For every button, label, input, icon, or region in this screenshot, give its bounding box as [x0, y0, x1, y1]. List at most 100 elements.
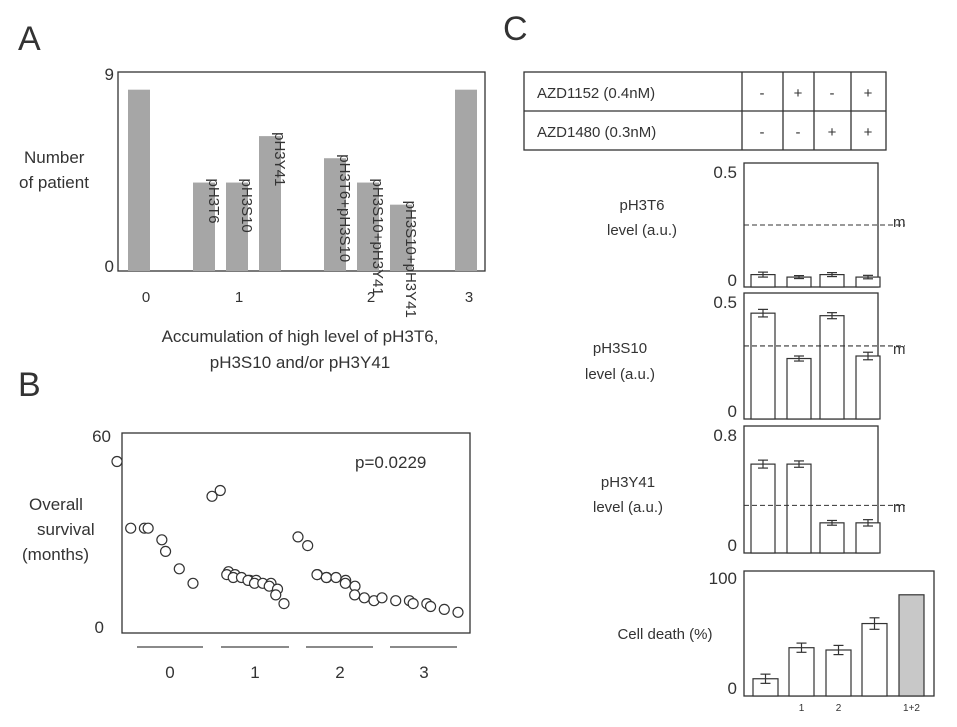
panel-b-ytick-bottom: 0: [95, 618, 104, 637]
table-row1-label: AZD1152 (0.4nM): [537, 85, 655, 102]
ph3s10-bar-0: [750, 312, 776, 420]
table-r2-c2: -: [796, 124, 801, 141]
table-r1-c1: -: [760, 85, 765, 102]
ph3t6-errorbar-1: [794, 274, 804, 280]
celldeath-xtick-2: 2: [836, 703, 842, 714]
ph3t6-errorbar-3: [863, 274, 873, 280]
ph3y41-bar-1: [786, 463, 812, 554]
table-r2-c4: +: [864, 124, 873, 141]
ph3y41-errorbar-1: [794, 460, 804, 468]
table-r1-c4: +: [864, 85, 873, 102]
celldeath-ytick-top: 100: [709, 569, 737, 588]
ph3s10-ylabel-line1: pH3S10: [593, 340, 647, 357]
ph3s10-errorbar-2: [827, 312, 837, 320]
panel-letter-a: A: [18, 20, 41, 58]
celldeath-bar-4: [898, 594, 925, 697]
panel-b-xtick-1: 1: [250, 663, 259, 682]
ph3t6-ylabel-line2: level (a.u.): [607, 222, 677, 239]
survival-point-1-0: [206, 490, 218, 502]
survival-point-1-15: [270, 589, 282, 601]
ph3s10-m-label: m: [893, 341, 906, 358]
survival-point-2-10: [349, 589, 361, 601]
survival-point-0-7: [187, 577, 199, 589]
panel-a-bar-7: [455, 89, 477, 271]
panel-a-bar-1: [193, 182, 215, 271]
celldeath-bar-2: [825, 649, 852, 697]
panel-a-xtick-2: 2: [367, 289, 375, 306]
ph3t6-ylabel-line1: pH3T6: [619, 197, 664, 214]
panel-letter-b: B: [18, 366, 41, 404]
survival-point-2-11: [358, 592, 370, 604]
celldeath-bar-3: [861, 622, 888, 697]
celldeath-ytick-bottom: 0: [728, 679, 737, 698]
celldeath-errorbar-2: [833, 644, 844, 656]
ph3s10-errorbar-1: [794, 355, 804, 362]
ph3s10-bar-1: [786, 357, 812, 420]
panel-a-xtick-3: 3: [465, 289, 473, 306]
ph3y41-ylabel-line1: pH3Y41: [601, 474, 655, 491]
survival-point-2-1: [302, 539, 314, 552]
ph3y41-ytick-bottom: 0: [728, 536, 737, 555]
ph3y41-ylabel-line2: level (a.u.): [593, 499, 663, 516]
panel-a-xtick-0: 0: [142, 289, 150, 306]
table-r2-c3: +: [828, 124, 837, 141]
ph3y41-bar-3: [855, 522, 881, 554]
ph3t6-ytick-top: 0.5: [713, 163, 737, 182]
survival-point-0-5: [159, 545, 172, 558]
ph3y41-m-label: m: [893, 499, 906, 516]
survival-point-3-7: [452, 606, 464, 618]
panel-a-bar-3: [259, 136, 281, 271]
ph3y41-errorbar-0: [758, 459, 768, 469]
survival-point-2-5: [320, 571, 332, 584]
ph3s10-bars: [744, 308, 905, 420]
ph3y41-errorbar-2: [827, 519, 837, 526]
panel-b-ylabel-line1: Overall: [29, 495, 83, 514]
ph3y41-errorbar-3: [863, 519, 873, 527]
panel-a-bar-label-1: pH3T6: [205, 179, 222, 224]
ph3s10-ytick-bottom: 0: [728, 402, 737, 421]
panel-b-ytick-top: 60: [92, 427, 111, 446]
celldeath-ylabel: Cell death (%): [617, 626, 712, 643]
panel-a-bar-6: [390, 204, 412, 271]
panel-c-ph3y41: pH3Y41 level (a.u.) 0.8 0 m: [593, 425, 906, 555]
survival-point-3-3: [407, 597, 419, 610]
ph3s10-ytick-top: 0.5: [713, 293, 737, 312]
ph3t6-errorbar-2: [827, 272, 837, 278]
panel-a-bar-0: [128, 89, 150, 271]
survival-point-0-3: [142, 522, 154, 534]
panel-a-bar-4: [324, 158, 346, 271]
table-row2-label: AZD1480 (0.3nM): [537, 124, 656, 141]
panel-a-ylabel-line2: of patient: [19, 173, 89, 192]
ph3t6-m-label: m: [893, 214, 906, 231]
celldeath-errorbar-0: [760, 673, 771, 684]
survival-point-2-0: [292, 531, 304, 543]
panel-a-bar-label-4: pH3T6+pH3S10: [336, 154, 353, 262]
panel-b-ylabel-line2: survival: [37, 520, 95, 539]
panel-a-bar-label-6: pH3S10+pH3Y41: [402, 201, 419, 318]
table-r1-c3: -: [830, 85, 835, 102]
survival-point-1-16: [278, 597, 290, 610]
panel-letter-c: C: [503, 10, 528, 48]
panel-c-celldeath: Cell death (%) 100 0 1 2 1+2: [617, 569, 935, 714]
ph3y41-bar-2: [819, 522, 845, 554]
ph3y41-ytick-top: 0.8: [713, 426, 737, 445]
ph3y41-bars: [744, 459, 905, 554]
celldeath-errorbar-3: [869, 617, 880, 630]
table-r1-c2: +: [794, 85, 803, 102]
survival-point-2-8: [339, 577, 351, 589]
panel-b: Overall survival (months) 60 0 p=0.0229 …: [22, 427, 471, 682]
celldeath-errorbar-1: [796, 642, 807, 653]
survival-point-1-1: [214, 484, 226, 497]
panel-a-xlabel-line1: Accumulation of high level of pH3T6,: [162, 327, 439, 346]
survival-point-0-4: [156, 534, 168, 546]
panel-b-xtick-3: 3: [419, 663, 428, 682]
panel-c-table: AZD1152 (0.4nM) AZD1480 (0.3nM) - + - + …: [523, 71, 887, 151]
panel-a-ytick-top: 9: [105, 65, 114, 84]
panel-a-bar-label-3: pH3Y41: [271, 132, 288, 186]
survival-point-3-5: [424, 600, 437, 613]
panel-a-bar-5: [357, 182, 379, 271]
ph3y41-bar-0: [750, 463, 776, 554]
panel-c-ph3t6: pH3T6 level (a.u.) 0.5 0 m: [607, 162, 906, 290]
